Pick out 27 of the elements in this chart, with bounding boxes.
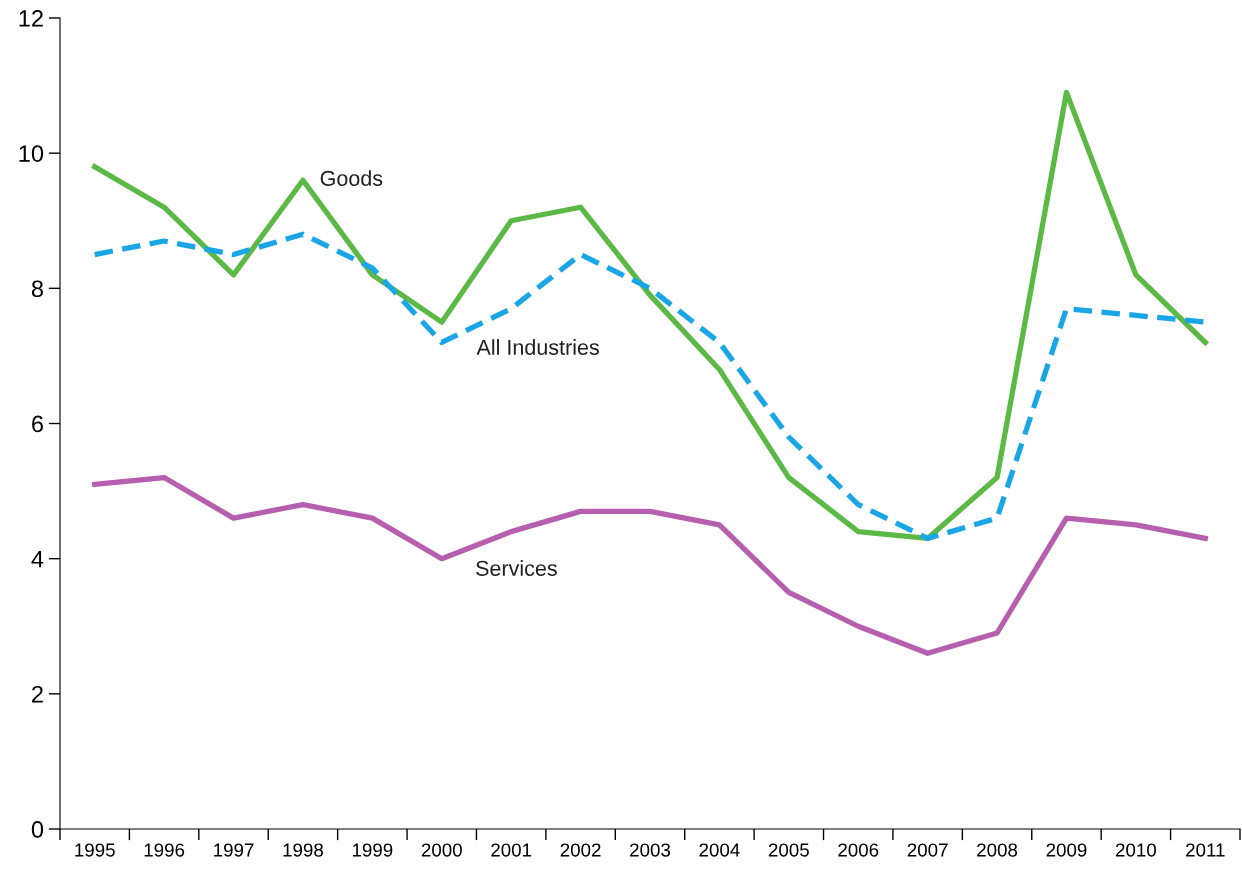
x-tick-label: 2005 [768, 843, 809, 857]
y-tick-label: 8 [31, 280, 43, 298]
x-tick-label: 1998 [283, 843, 323, 857]
y-tick-label: 0 [31, 821, 44, 838]
x-tick-label: 2002 [560, 843, 601, 857]
x-tick-label: 2000 [421, 843, 462, 857]
y-tick-label: 12 [19, 10, 43, 27]
x-tick-label: 1997 [214, 843, 254, 857]
y-tick-label: 6 [32, 415, 43, 433]
x-tick-label: 1999 [352, 843, 393, 857]
x-tick-label: 1996 [144, 843, 185, 857]
y-tick-label: 4 [31, 550, 44, 568]
x-tick-label: 2001 [491, 843, 532, 857]
x-tick-label: 2011 [1186, 843, 1225, 857]
series-label: Services [476, 560, 557, 576]
series-label: Goods [320, 170, 383, 186]
x-tick-label: 2004 [699, 843, 740, 857]
x-tick-label: 1995 [75, 843, 115, 857]
x-tick-label: 2009 [1046, 843, 1087, 857]
series-label: All Industries [476, 339, 599, 355]
x-tick-label: 2003 [630, 843, 671, 857]
y-tick-label: 2 [32, 685, 43, 703]
x-tick-label: 2008 [977, 843, 1018, 857]
y-tick-label: 10 [19, 145, 44, 162]
x-tick-label: 2006 [838, 843, 879, 857]
x-tick-label: 2007 [907, 843, 948, 857]
x-tick-label: 2010 [1115, 843, 1157, 857]
